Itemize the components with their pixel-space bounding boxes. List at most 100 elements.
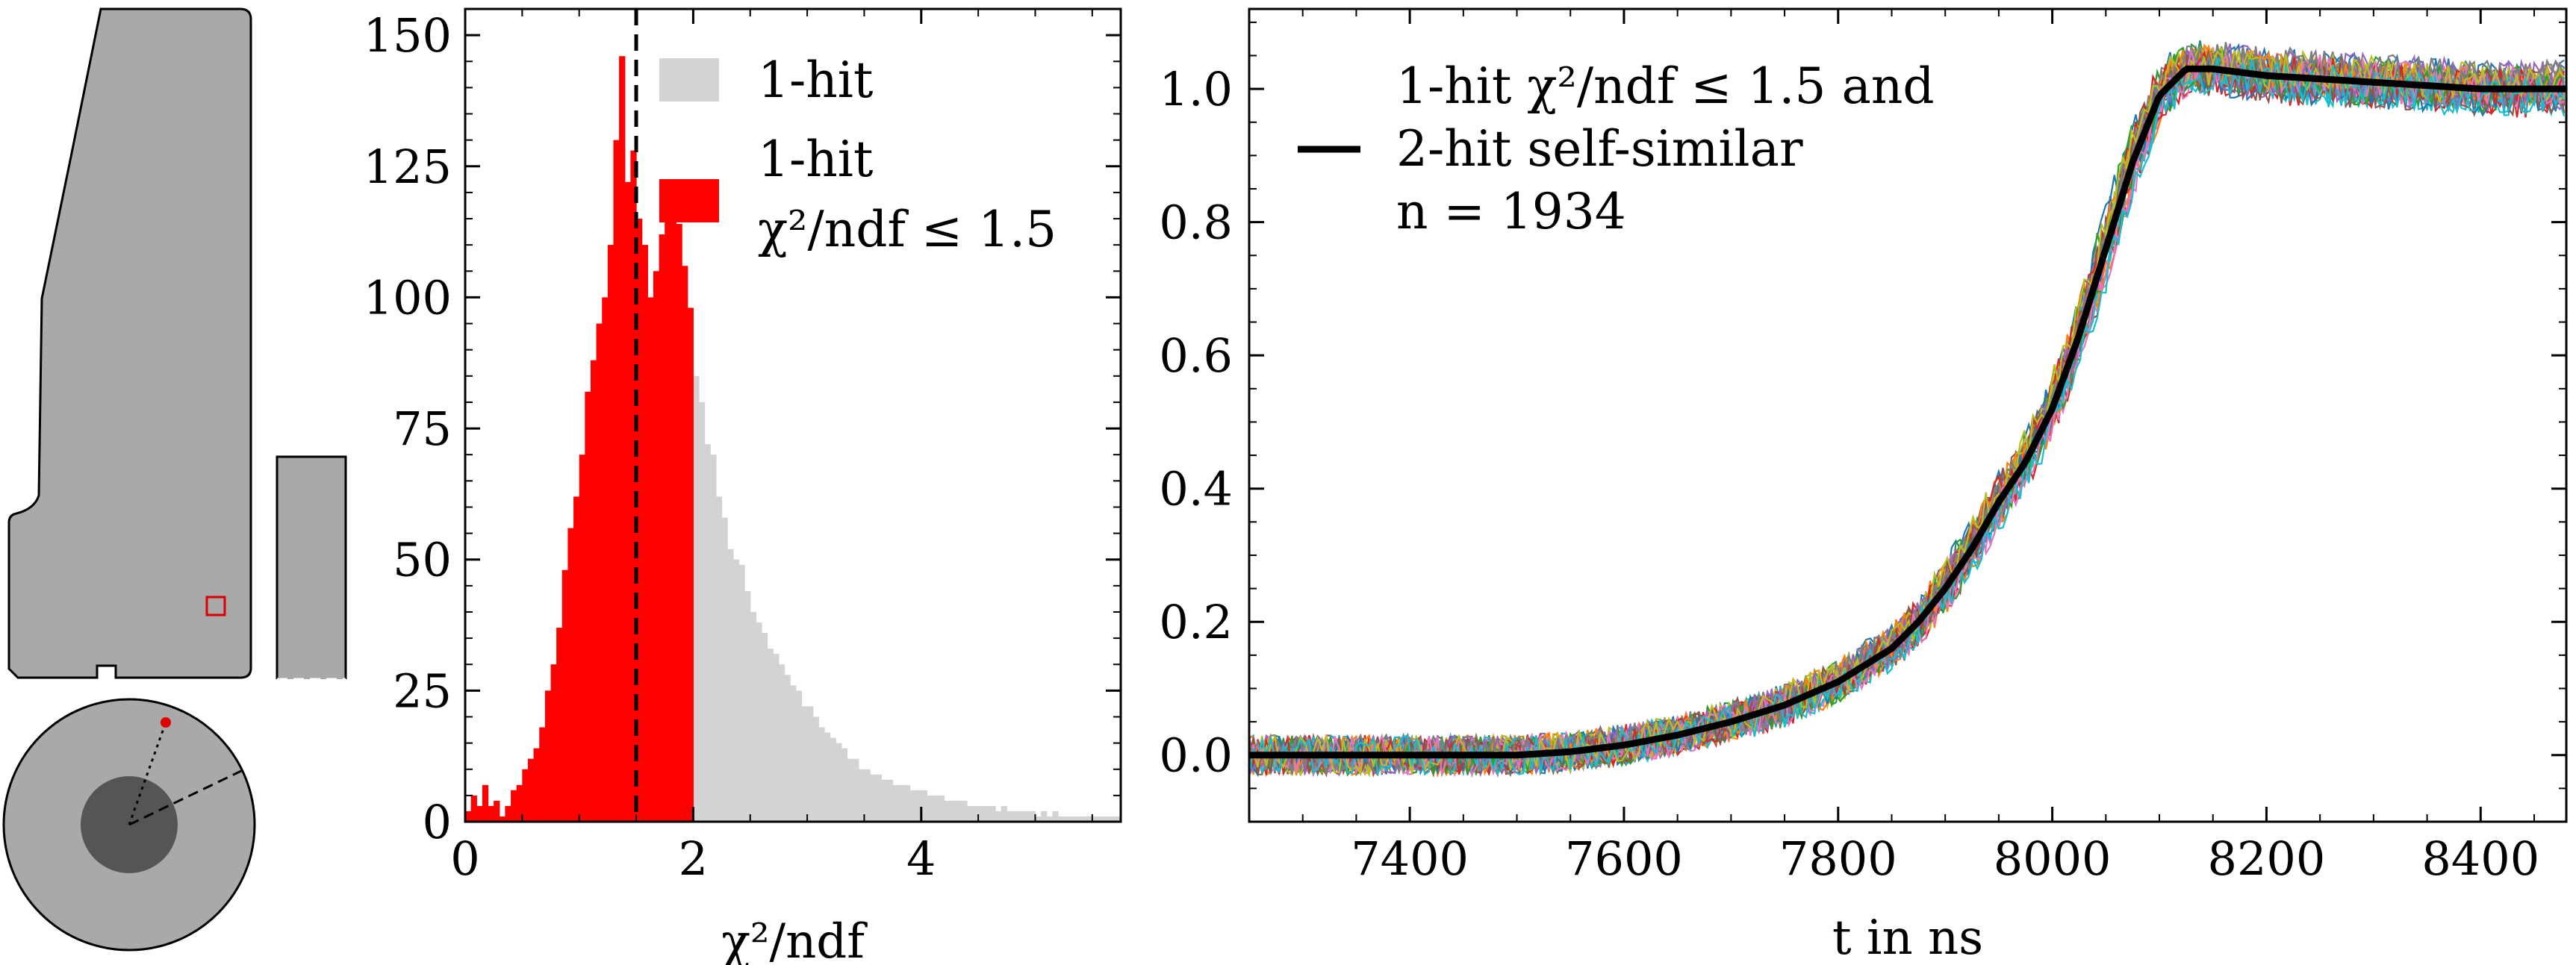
hist-bar-selected: [522, 769, 529, 822]
hist-bar-selected: [488, 805, 494, 822]
hist-bar-all: [721, 517, 728, 822]
x-tick-label: 4: [906, 831, 936, 886]
hist-bar-selected: [499, 816, 506, 822]
detector-side-panel: [277, 457, 346, 679]
hist-bar-selected: [590, 360, 597, 822]
histogram-frame: [464, 7, 1122, 823]
hist-bar-all: [1109, 816, 1116, 822]
hist-bar-selected: [567, 528, 574, 822]
legend-label-1-hit: 1-hit: [758, 51, 873, 109]
hist-bar-all: [1080, 816, 1087, 822]
hist-bar-all: [1069, 816, 1076, 822]
hist-bar-selected: [665, 202, 671, 822]
waveform-panel: 7400 7600 7800 8000 8200 8400 0.0 0.2 0.4 0.6 0.8 1…: [1159, 7, 2568, 965]
x-tick-label: 8400: [2421, 831, 2539, 886]
hist-bar-all: [903, 784, 911, 822]
hist-bar-all: [836, 743, 842, 822]
y-tick-label: 75: [393, 402, 452, 456]
legend-text-line3: n = 1934: [1396, 183, 1626, 240]
hist-bar-selected: [476, 805, 483, 822]
hist-bar-selected: [544, 690, 552, 822]
histogram-legend: 1-hit 1-hit χ²/ndf ≤ 1.5: [659, 51, 1057, 258]
hist-bar-selected: [533, 748, 540, 822]
y-tick-label: 0.8: [1159, 196, 1233, 250]
x-tick-label: 8200: [2208, 831, 2326, 886]
waveform-x-axis-label: t in ns: [1832, 911, 1983, 965]
histogram-bars: [465, 56, 1121, 822]
hist-bar-all: [875, 774, 882, 822]
legend-swatch-1-hit: [659, 58, 719, 102]
hist-bar-all: [790, 685, 797, 822]
hist-bar-all: [693, 375, 700, 822]
x-tick-label: 7600: [1565, 831, 1683, 886]
hist-bar-all: [949, 800, 956, 822]
y-tick-label: 0.2: [1159, 595, 1233, 649]
hist-bar-all: [921, 790, 928, 822]
histogram-x-axis-label: χ²/ndf: [721, 914, 868, 965]
hist-bar-all: [1098, 816, 1104, 822]
hist-bar-all: [1086, 816, 1093, 822]
hist-bar-all: [750, 611, 756, 822]
detector-schematic: [2, 7, 347, 952]
x-tick-label: 8000: [1994, 831, 2112, 886]
hist-bar-all: [983, 805, 990, 822]
y-tick-label: 150: [364, 8, 452, 63]
waveform-legend: 1-hit χ²/ndf ≤ 1.5 and 2-hit self-simila…: [1298, 57, 1935, 240]
hist-bar-all: [915, 790, 922, 822]
hist-bar-all: [812, 716, 819, 822]
hist-bar-all: [995, 811, 1002, 822]
hist-bar-all: [710, 455, 717, 822]
hist-bar-selected: [516, 784, 523, 822]
hist-bar-selected: [653, 271, 660, 822]
x-tick-label: 7800: [1779, 831, 1897, 886]
hist-bar-selected: [602, 297, 609, 822]
hist-bar-selected: [539, 727, 546, 822]
segment-boundary-line: [128, 769, 242, 826]
hist-bar-all: [762, 633, 768, 822]
hist-bar-all: [767, 649, 774, 822]
hist-bar-selected: [585, 391, 591, 822]
hist-bar-all: [938, 795, 945, 822]
hist-bar-selected: [647, 297, 654, 822]
hist-bar-all: [909, 790, 916, 822]
hist-bar-all: [864, 769, 871, 822]
hist-bar-selected: [482, 784, 489, 822]
hist-bar-all: [732, 559, 740, 822]
hist-bar-all: [1007, 811, 1013, 822]
hist-bar-all: [1029, 811, 1036, 822]
hit-radius-line: [128, 722, 167, 825]
hist-bar-selected: [607, 245, 615, 822]
legend-swatch-selected: [659, 179, 719, 222]
hist-bar-all: [1035, 816, 1042, 822]
hist-bar-all: [961, 800, 968, 822]
hist-bar-all: [989, 805, 996, 822]
hist-bar-all: [830, 737, 836, 822]
hist-bar-selected: [596, 323, 603, 822]
legend-label-selected-line2: χ²/ndf ≤ 1.5: [758, 201, 1057, 258]
hist-bar-all: [944, 800, 951, 822]
hist-bar-selected: [687, 307, 694, 822]
hist-bar-all: [715, 496, 723, 822]
hist-bar-all: [1115, 816, 1121, 822]
y-tick-label: 125: [364, 140, 452, 194]
hist-bar-all: [744, 590, 751, 822]
hist-bar-all: [966, 805, 974, 822]
hist-bar-all: [1104, 816, 1110, 822]
hist-bar-selected: [494, 800, 500, 822]
hist-bar-selected: [465, 811, 472, 822]
hist-bar-all: [727, 549, 734, 822]
legend-text-line2: 2-hit self-similar: [1396, 120, 1803, 178]
hist-bar-all: [778, 664, 785, 822]
hist-bar-selected: [550, 664, 557, 822]
mean-pulse-line: [1249, 65, 2566, 759]
hist-bar-all: [972, 805, 979, 822]
legend-text-line1: 1-hit χ²/ndf ≤ 1.5 and: [1396, 57, 1935, 115]
y-tick-label: 0.6: [1159, 328, 1233, 383]
hist-bar-all: [898, 784, 905, 822]
hist-bar-all: [955, 800, 962, 822]
waveform-ticks: 7400 7600 7800 8000 8200 8400 0.0 0.2 0.4 0.6 0.8 1…: [1159, 9, 2566, 886]
hist-bar-all: [824, 732, 831, 822]
hist-bar-all: [1063, 816, 1070, 822]
y-tick-label: 0: [423, 795, 452, 849]
